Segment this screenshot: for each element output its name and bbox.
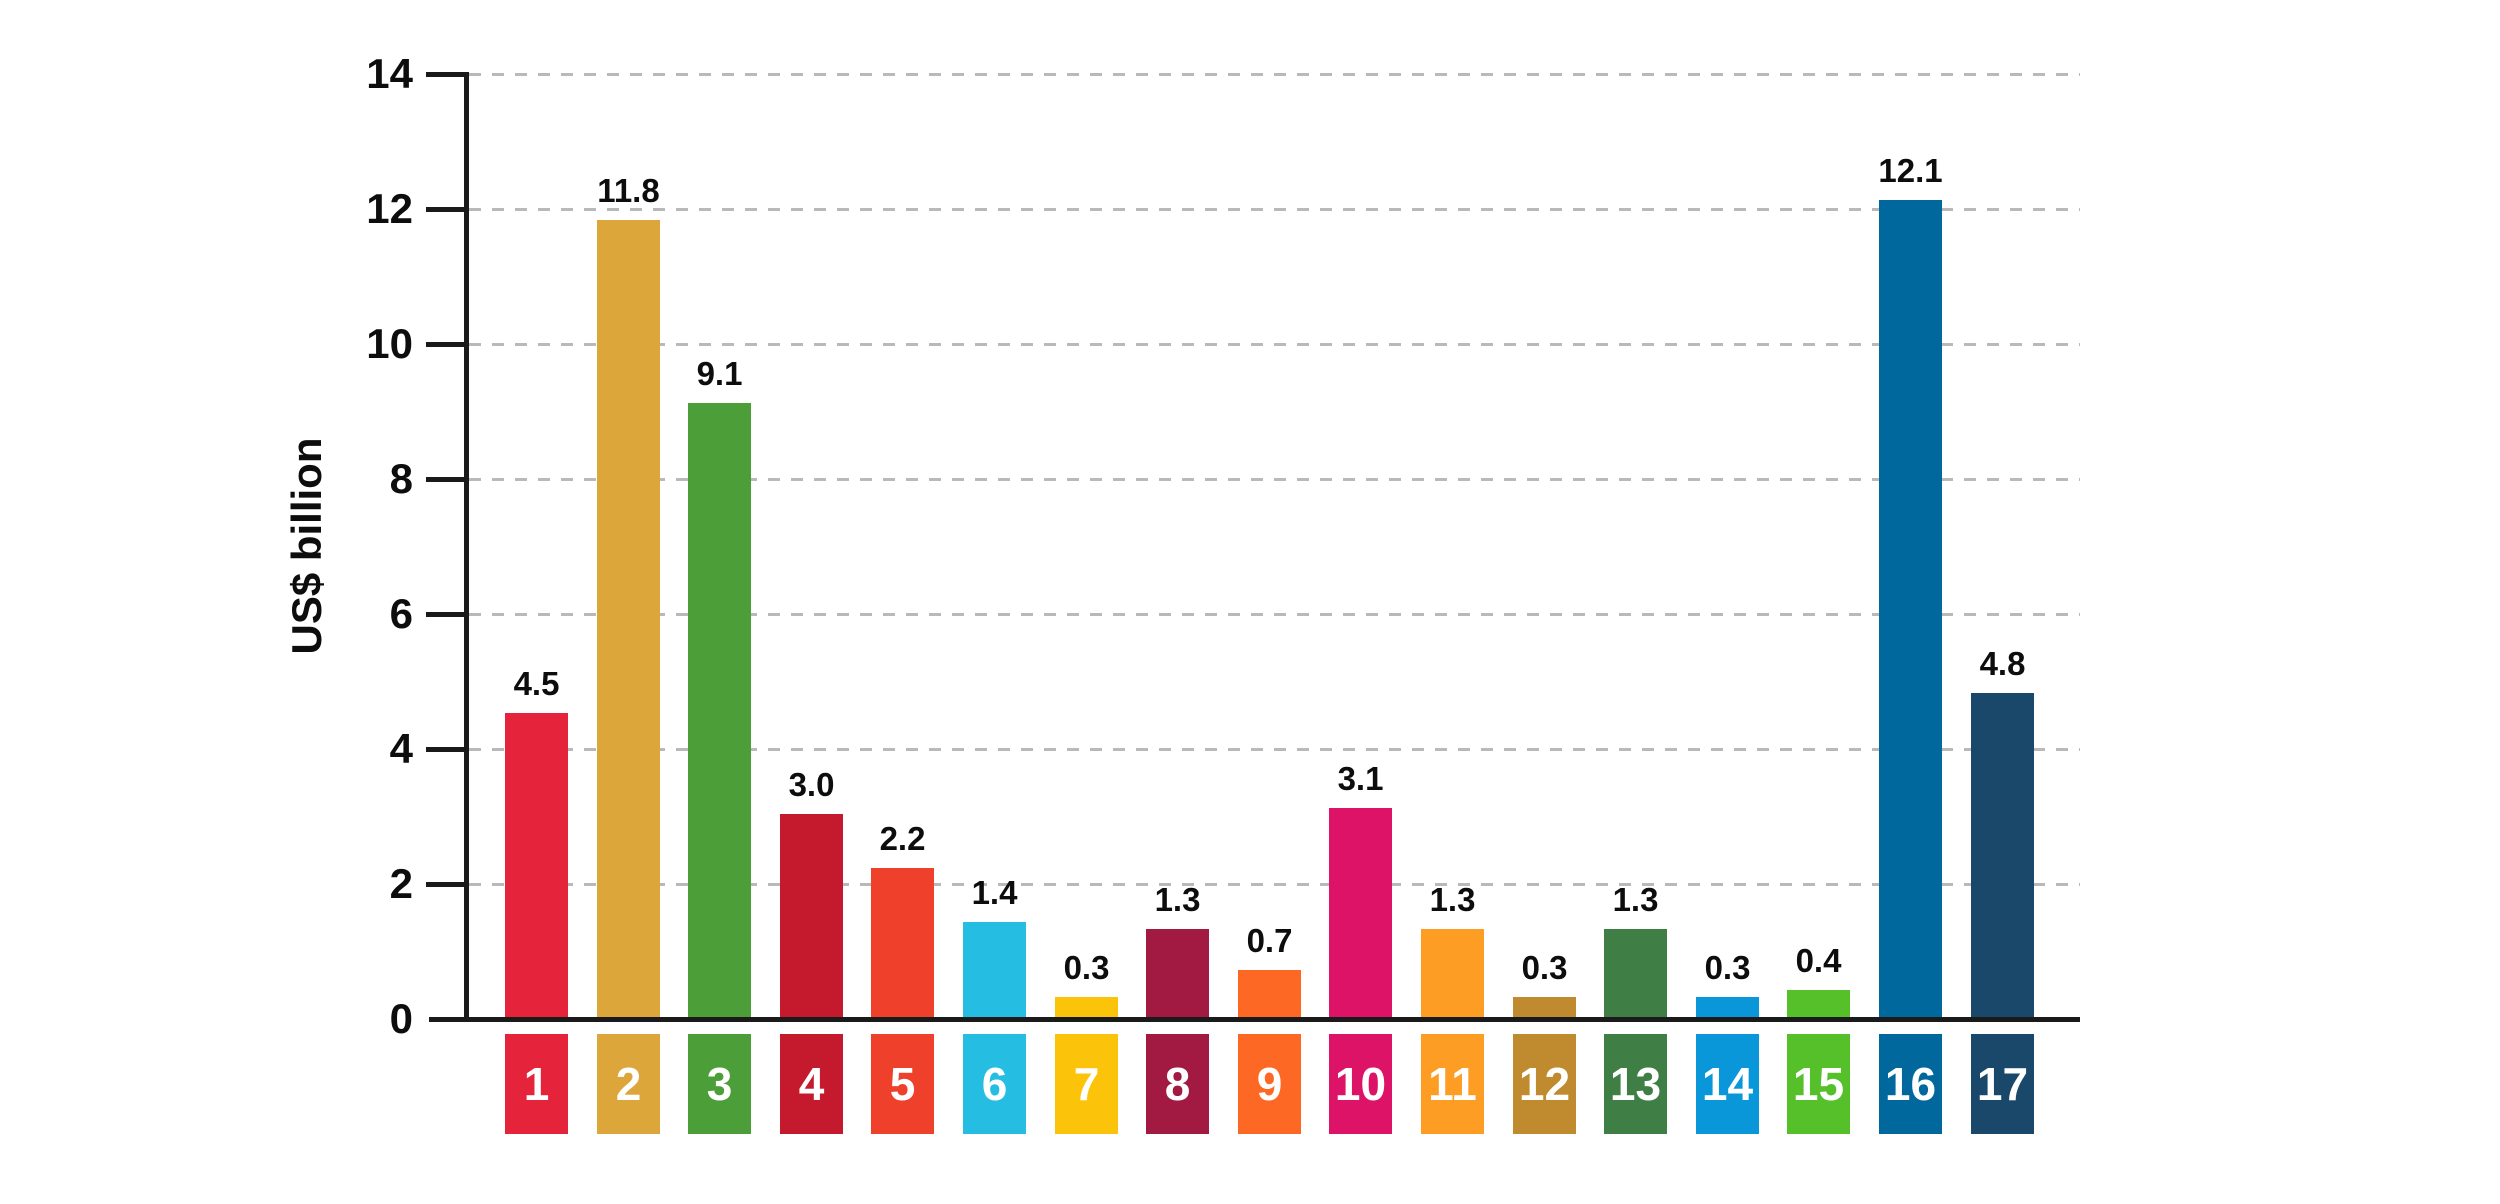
bar xyxy=(1879,200,1942,1017)
gridline xyxy=(469,613,2080,616)
category-number: 4 xyxy=(798,1058,825,1110)
y-tick-label: 8 xyxy=(389,455,413,502)
category-number: 14 xyxy=(1701,1058,1754,1110)
bar-value-label: 0.4 xyxy=(1795,942,1842,979)
gridline xyxy=(469,208,2080,211)
gridline xyxy=(469,343,2080,346)
category-badge: 2 xyxy=(597,1034,660,1134)
category-number: 2 xyxy=(615,1058,642,1110)
category-badge: 16 xyxy=(1879,1034,1942,1134)
gridline xyxy=(469,73,2080,76)
bar xyxy=(1971,693,2034,1017)
bar-value-label: 12.1 xyxy=(1878,152,1943,189)
bar-value-label: 1.3 xyxy=(1429,881,1476,918)
y-tick xyxy=(426,207,464,212)
category-number: 17 xyxy=(1976,1058,2029,1110)
bar xyxy=(1421,929,1484,1017)
y-axis-line xyxy=(464,72,469,1022)
bar xyxy=(963,922,1026,1017)
bar xyxy=(1696,997,1759,1017)
category-badge: 14 xyxy=(1696,1034,1759,1134)
y-tick xyxy=(426,882,464,887)
category-badge: 12 xyxy=(1513,1034,1576,1134)
bar-value-label: 1.3 xyxy=(1154,881,1201,918)
category-number: 1 xyxy=(523,1058,550,1110)
bar-value-label: 9.1 xyxy=(696,355,743,392)
category-badge: 17 xyxy=(1971,1034,2034,1134)
bar-value-label: 11.8 xyxy=(597,172,660,209)
category-badge: 3 xyxy=(688,1034,751,1134)
category-badge: 1 xyxy=(505,1034,568,1134)
category-number: 9 xyxy=(1256,1058,1283,1110)
y-tick-label: 14 xyxy=(366,50,413,97)
bar xyxy=(1513,997,1576,1017)
y-tick-label: 12 xyxy=(366,185,413,232)
category-number: 5 xyxy=(889,1058,916,1110)
y-tick-label: 0 xyxy=(389,995,413,1042)
bar xyxy=(688,403,751,1017)
y-tick-label: 2 xyxy=(389,860,413,907)
category-badge: 7 xyxy=(1055,1034,1118,1134)
category-number: 11 xyxy=(1428,1058,1477,1110)
category-number: 12 xyxy=(1518,1058,1571,1110)
category-number: 7 xyxy=(1073,1058,1100,1110)
y-tick xyxy=(426,612,464,617)
bar xyxy=(1146,929,1209,1017)
y-tick-label: 6 xyxy=(389,590,413,637)
y-tick xyxy=(426,342,464,347)
bar-value-label: 1.4 xyxy=(971,874,1018,911)
bar xyxy=(1329,808,1392,1017)
category-badge: 10 xyxy=(1329,1034,1392,1134)
category-badge: 6 xyxy=(963,1034,1026,1134)
category-number: 13 xyxy=(1609,1058,1662,1110)
bar xyxy=(780,814,843,1017)
bar xyxy=(871,868,934,1017)
bar xyxy=(1238,970,1301,1017)
category-number: 6 xyxy=(981,1058,1008,1110)
bar xyxy=(1787,990,1850,1017)
y-tick-label: 4 xyxy=(389,725,413,772)
y-axis-title: US$ billion xyxy=(283,437,330,655)
category-number: 8 xyxy=(1164,1058,1191,1110)
category-number: 10 xyxy=(1334,1058,1387,1110)
bar-value-label: 3.1 xyxy=(1337,760,1384,797)
bar xyxy=(505,713,568,1017)
x-axis-line xyxy=(429,1017,2080,1022)
bar-value-label: 3.0 xyxy=(788,766,835,803)
category-badge: 8 xyxy=(1146,1034,1209,1134)
bar xyxy=(1055,997,1118,1017)
category-badge: 9 xyxy=(1238,1034,1301,1134)
category-number: 15 xyxy=(1792,1058,1845,1110)
category-badge: 13 xyxy=(1604,1034,1667,1134)
y-tick xyxy=(426,477,464,482)
bar-value-label: 1.3 xyxy=(1612,881,1659,918)
gridline xyxy=(469,478,2080,481)
y-tick-label: 10 xyxy=(366,320,413,367)
bar-value-label: 4.8 xyxy=(1979,645,2026,682)
bar-value-label: 0.3 xyxy=(1063,949,1110,986)
category-number: 3 xyxy=(706,1058,733,1110)
bar-value-label: 0.3 xyxy=(1521,949,1568,986)
category-badge: 4 xyxy=(780,1034,843,1134)
bar-value-label: 2.2 xyxy=(879,820,926,857)
gridline xyxy=(469,748,2080,751)
gridline xyxy=(469,883,2080,886)
category-badge: 11 xyxy=(1421,1034,1484,1134)
y-tick xyxy=(426,72,464,77)
category-badge: 15 xyxy=(1787,1034,1850,1134)
category-number: 16 xyxy=(1884,1058,1937,1110)
bar xyxy=(597,220,660,1017)
bar-value-label: 4.5 xyxy=(513,665,560,702)
bar xyxy=(1604,929,1667,1017)
bar-value-label: 0.7 xyxy=(1246,922,1293,959)
y-tick xyxy=(426,747,464,752)
bar-value-label: 0.3 xyxy=(1704,949,1751,986)
category-badge: 5 xyxy=(871,1034,934,1134)
